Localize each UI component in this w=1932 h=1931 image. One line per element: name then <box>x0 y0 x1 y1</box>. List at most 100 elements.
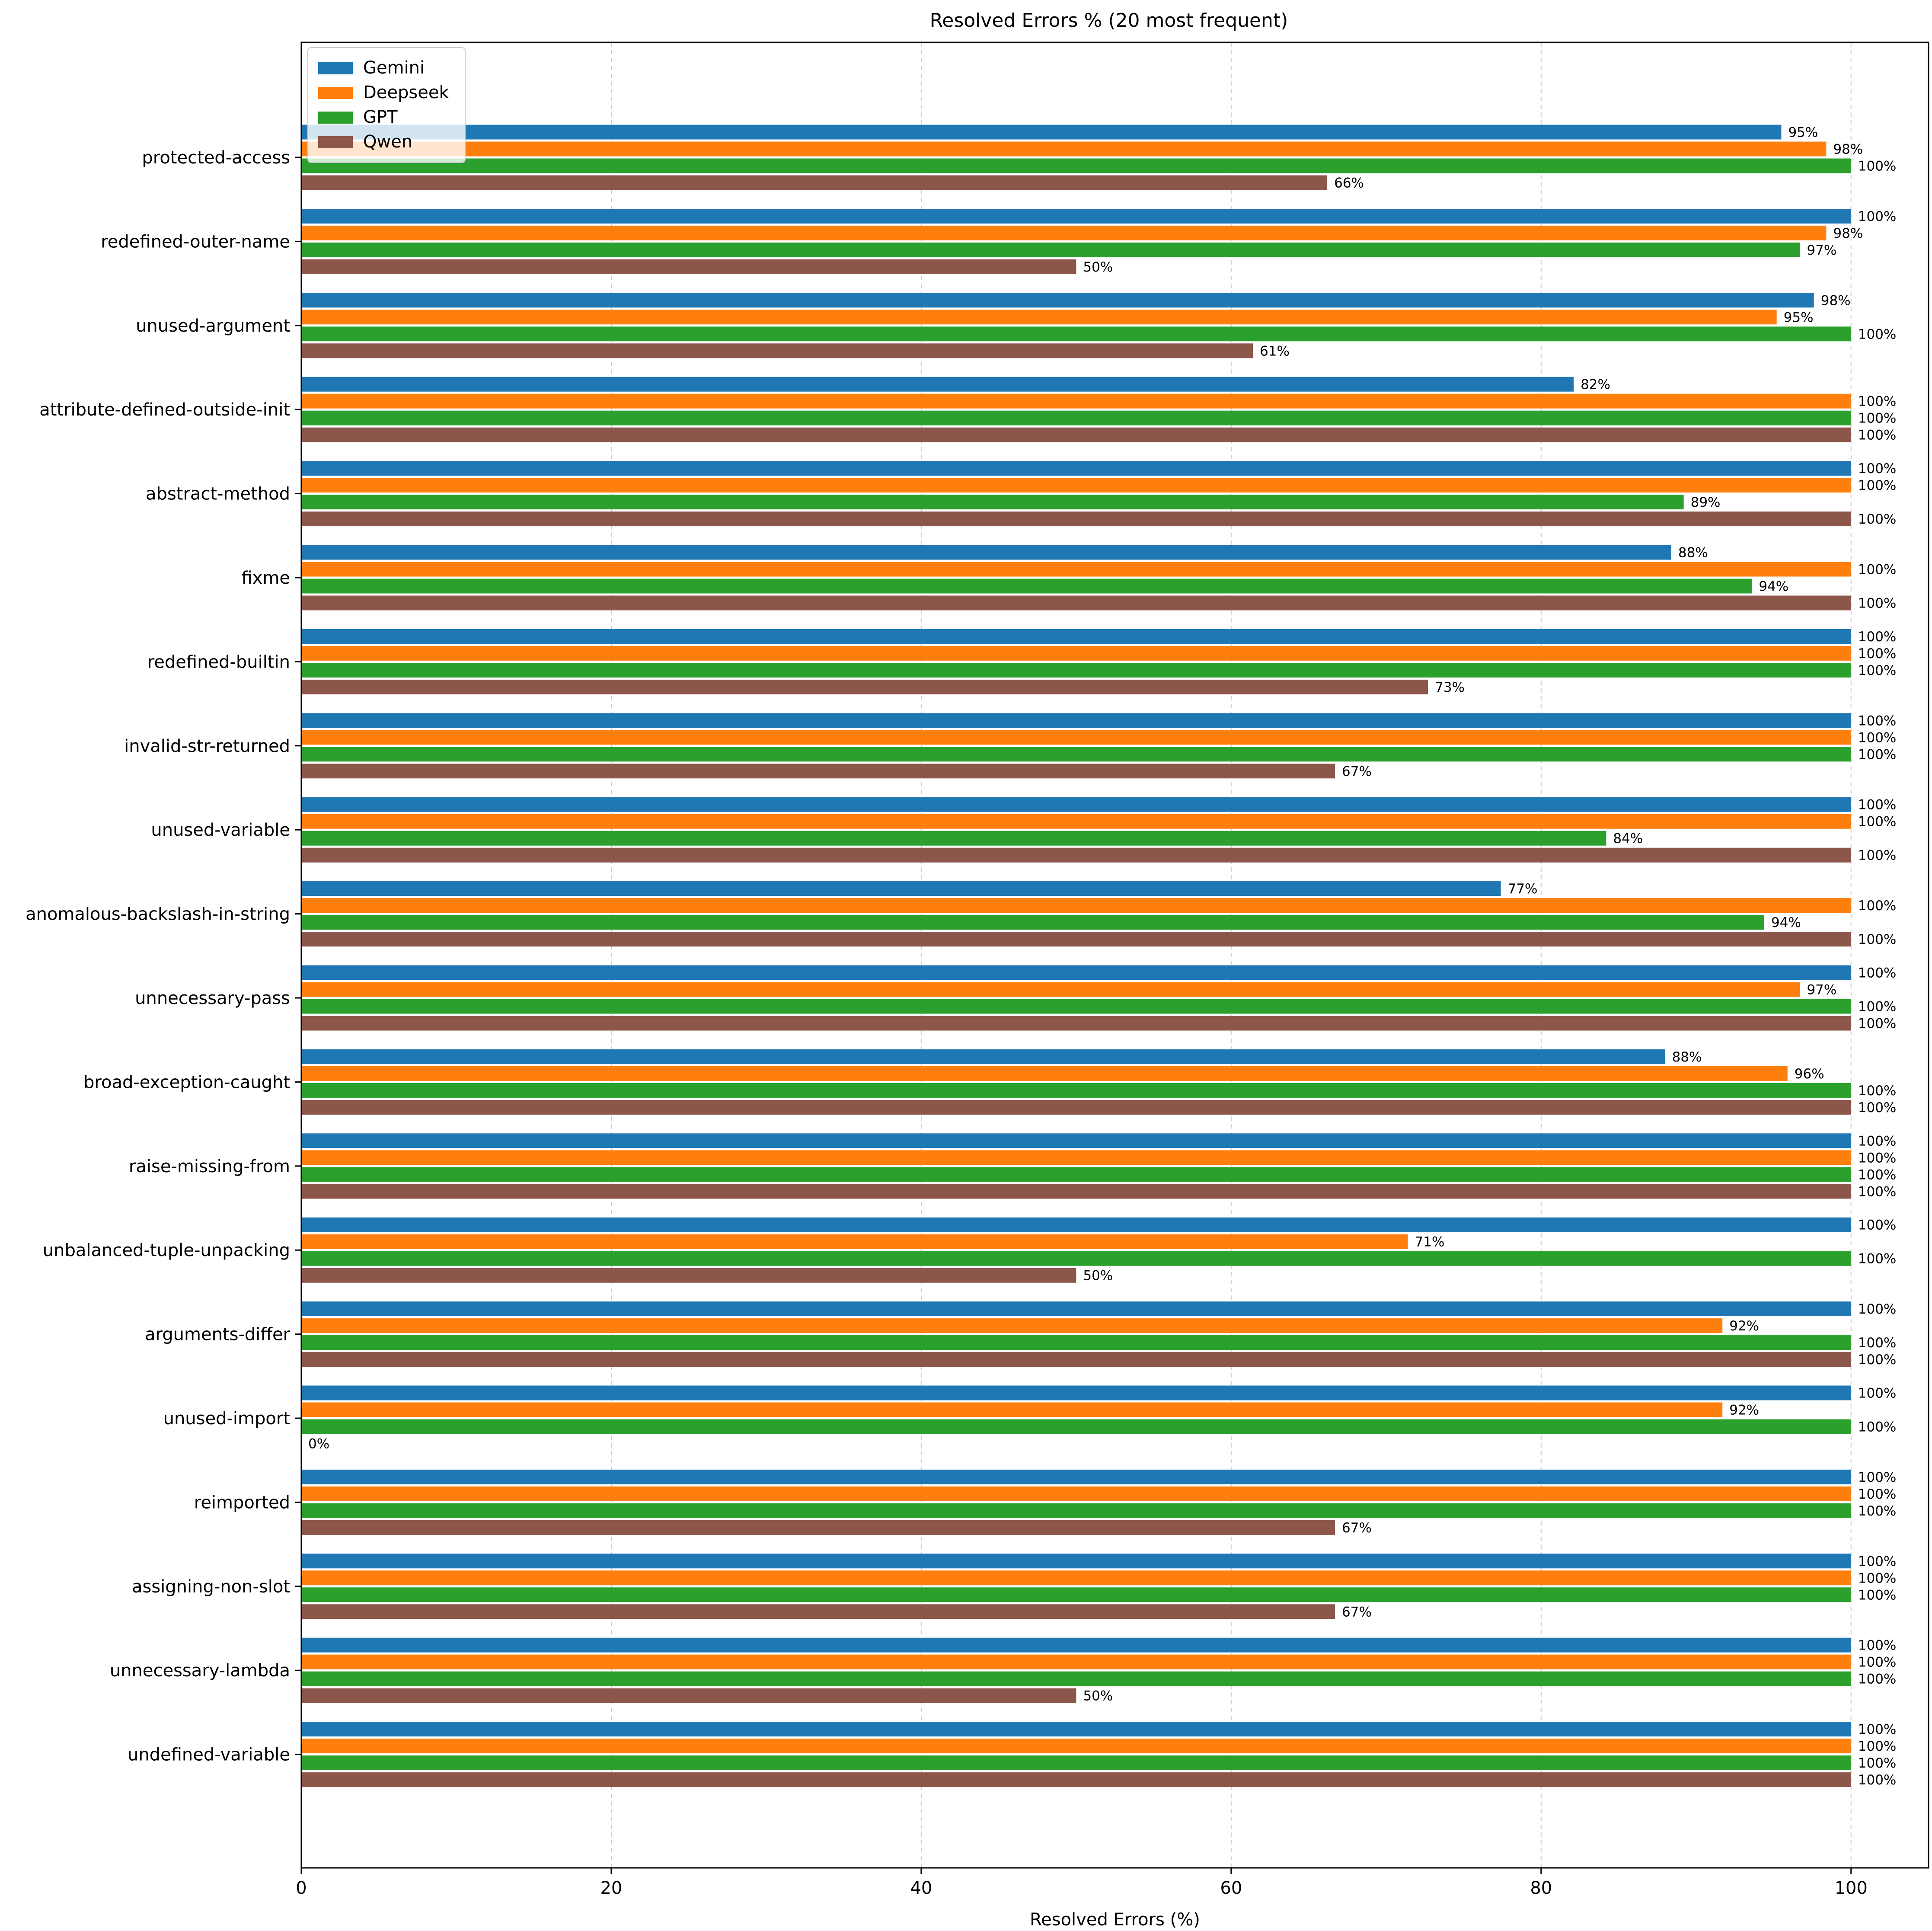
bar-qwen-10 <box>301 1016 1851 1031</box>
value-label-gpt-13: 100% <box>1858 1251 1897 1267</box>
value-label-qwen-2: 61% <box>1260 343 1290 359</box>
legend-swatch-gemini <box>318 62 353 74</box>
value-label-qwen-3: 100% <box>1858 428 1897 443</box>
bar-gemini-2 <box>301 293 1814 308</box>
bar-deepseek-6 <box>301 646 1851 661</box>
value-label-deepseek-18: 100% <box>1858 1655 1897 1670</box>
bar-gemini-7 <box>301 713 1851 728</box>
bar-deepseek-13 <box>301 1234 1408 1249</box>
legend: Gemini Deepseek GPT Qwen <box>307 47 466 163</box>
bar-deepseek-15 <box>301 1402 1723 1417</box>
y-tick-label-14: arguments-differ <box>145 1325 291 1345</box>
bar-deepseek-11 <box>301 1066 1788 1081</box>
value-label-gemini-16: 100% <box>1858 1470 1897 1485</box>
y-tick-label-13: unbalanced-tuple-unpacking <box>43 1240 290 1260</box>
value-label-qwen-0: 66% <box>1334 176 1364 191</box>
bar-gemini-9 <box>301 881 1501 896</box>
value-label-deepseek-8: 100% <box>1858 814 1897 830</box>
value-label-gemini-0: 95% <box>1788 125 1818 141</box>
value-label-gpt-11: 100% <box>1858 1083 1897 1099</box>
y-tick-label-4: abstract-method <box>146 484 290 504</box>
value-label-deepseek-13: 71% <box>1415 1234 1445 1250</box>
value-label-gpt-3: 100% <box>1858 411 1897 426</box>
value-label-gemini-18: 100% <box>1858 1638 1897 1653</box>
bar-gemini-14 <box>301 1301 1851 1317</box>
bar-qwen-1 <box>301 259 1076 274</box>
value-label-gemini-2: 98% <box>1821 293 1851 308</box>
value-label-gpt-19: 100% <box>1858 1755 1897 1771</box>
bar-gpt-19 <box>301 1755 1851 1771</box>
value-label-gpt-14: 100% <box>1858 1335 1897 1351</box>
value-label-qwen-9: 100% <box>1858 932 1897 947</box>
bar-deepseek-9 <box>301 898 1851 913</box>
bar-gpt-6 <box>301 662 1851 678</box>
bar-gemini-10 <box>301 965 1851 980</box>
value-label-qwen-10: 100% <box>1858 1016 1897 1032</box>
value-label-gpt-8: 84% <box>1613 831 1643 847</box>
value-label-qwen-15: 0% <box>308 1436 329 1452</box>
bar-qwen-14 <box>301 1352 1851 1367</box>
x-tick-label-5: 100 <box>1835 1878 1868 1898</box>
x-tick-label-2: 40 <box>910 1878 932 1898</box>
value-label-deepseek-17: 100% <box>1858 1570 1897 1586</box>
value-label-gpt-2: 100% <box>1858 326 1897 342</box>
bar-gpt-2 <box>301 326 1851 342</box>
bar-gpt-16 <box>301 1503 1851 1518</box>
value-label-gemini-9: 77% <box>1508 881 1538 897</box>
bar-gemini-5 <box>301 545 1671 560</box>
bar-deepseek-2 <box>301 310 1777 325</box>
y-axis: protected-access redefined-outer-name unus… <box>26 148 301 1765</box>
chart-title: Resolved Errors % (20 most frequent) <box>930 10 1288 32</box>
bar-gemini-15 <box>301 1385 1851 1400</box>
x-axis-label: Resolved Errors (%) <box>1030 1910 1200 1930</box>
bar-deepseek-7 <box>301 730 1851 745</box>
bar-qwen-7 <box>301 764 1335 779</box>
bars <box>301 125 1851 1787</box>
value-label-gemini-11: 88% <box>1672 1049 1702 1065</box>
legend-label-gemini: Gemini <box>363 58 425 78</box>
bar-gemini-8 <box>301 797 1851 812</box>
bar-qwen-13 <box>301 1268 1076 1283</box>
legend-swatch-gpt <box>318 112 353 124</box>
bar-gpt-0 <box>301 158 1851 173</box>
y-tick-label-11: broad-exception-caught <box>83 1072 290 1092</box>
value-label-gemini-6: 100% <box>1858 629 1897 645</box>
value-label-gpt-17: 100% <box>1858 1587 1897 1603</box>
value-label-gemini-5: 88% <box>1678 545 1708 561</box>
value-label-gemini-3: 82% <box>1581 377 1610 393</box>
value-label-gemini-10: 100% <box>1858 966 1897 981</box>
legend-box <box>307 47 466 163</box>
bar-gpt-14 <box>301 1335 1851 1350</box>
value-label-deepseek-6: 100% <box>1858 646 1897 662</box>
y-tick-label-7: invalid-str-returned <box>124 736 290 756</box>
value-label-qwen-19: 100% <box>1858 1772 1897 1788</box>
bar-gemini-19 <box>301 1722 1851 1737</box>
value-label-gemini-17: 100% <box>1858 1554 1897 1569</box>
bar-deepseek-18 <box>301 1654 1851 1669</box>
x-tick-label-4: 80 <box>1530 1878 1552 1898</box>
bar-gpt-9 <box>301 915 1765 930</box>
bar-deepseek-14 <box>301 1318 1723 1333</box>
bar-qwen-6 <box>301 679 1428 694</box>
bar-gpt-10 <box>301 999 1851 1014</box>
bar-qwen-19 <box>301 1772 1851 1787</box>
bar-gemini-6 <box>301 629 1851 644</box>
plot-frame <box>300 42 1929 1869</box>
x-tick-label-0: 0 <box>296 1878 307 1898</box>
value-label-deepseek-12: 100% <box>1858 1150 1897 1166</box>
bar-gpt-8 <box>301 831 1606 846</box>
value-label-deepseek-11: 96% <box>1795 1066 1824 1082</box>
bar-gemini-4 <box>301 461 1851 476</box>
value-label-gpt-10: 100% <box>1858 999 1897 1015</box>
bar-deepseek-19 <box>301 1739 1851 1754</box>
bar-gpt-15 <box>301 1419 1851 1434</box>
value-label-deepseek-2: 95% <box>1784 310 1814 325</box>
value-label-deepseek-16: 100% <box>1858 1487 1897 1502</box>
legend-label-deepseek: Deepseek <box>363 83 449 102</box>
value-label-qwen-4: 100% <box>1858 512 1897 527</box>
bar-qwen-2 <box>301 343 1253 358</box>
y-tick-label-18: unnecessary-lambda <box>110 1661 290 1681</box>
bar-qwen-8 <box>301 847 1851 863</box>
bar-gpt-17 <box>301 1587 1851 1602</box>
